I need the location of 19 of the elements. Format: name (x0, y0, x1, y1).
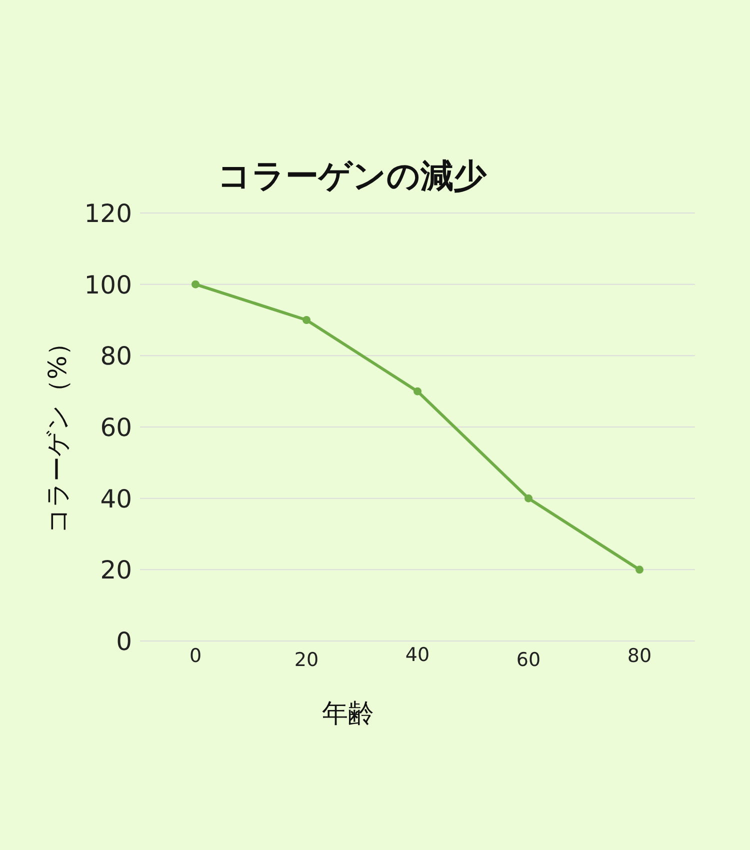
x-tick-label: 0 (189, 645, 202, 667)
point (192, 280, 200, 288)
point (636, 566, 644, 574)
y-tick-label: 40 (100, 484, 132, 514)
chart-title: コラーゲンの減少 (218, 156, 488, 195)
point (302, 316, 310, 324)
y-axis-title: コラーゲン（%） (43, 330, 72, 534)
y-tick-label: 20 (100, 556, 132, 585)
x-tick-label: 20 (294, 649, 319, 671)
y-tick-label: 60 (100, 413, 132, 442)
point (524, 494, 532, 502)
y-tick-label: 80 (100, 342, 132, 371)
x-axis-title: 年齢 (322, 699, 374, 729)
x-tick-label: 40 (405, 644, 430, 666)
x-tick-label: 60 (516, 649, 541, 671)
x-tick-label: 80 (627, 645, 652, 667)
y-tick-label: 100 (84, 270, 132, 300)
point (414, 387, 422, 396)
y-tick-label: 120 (84, 199, 132, 228)
